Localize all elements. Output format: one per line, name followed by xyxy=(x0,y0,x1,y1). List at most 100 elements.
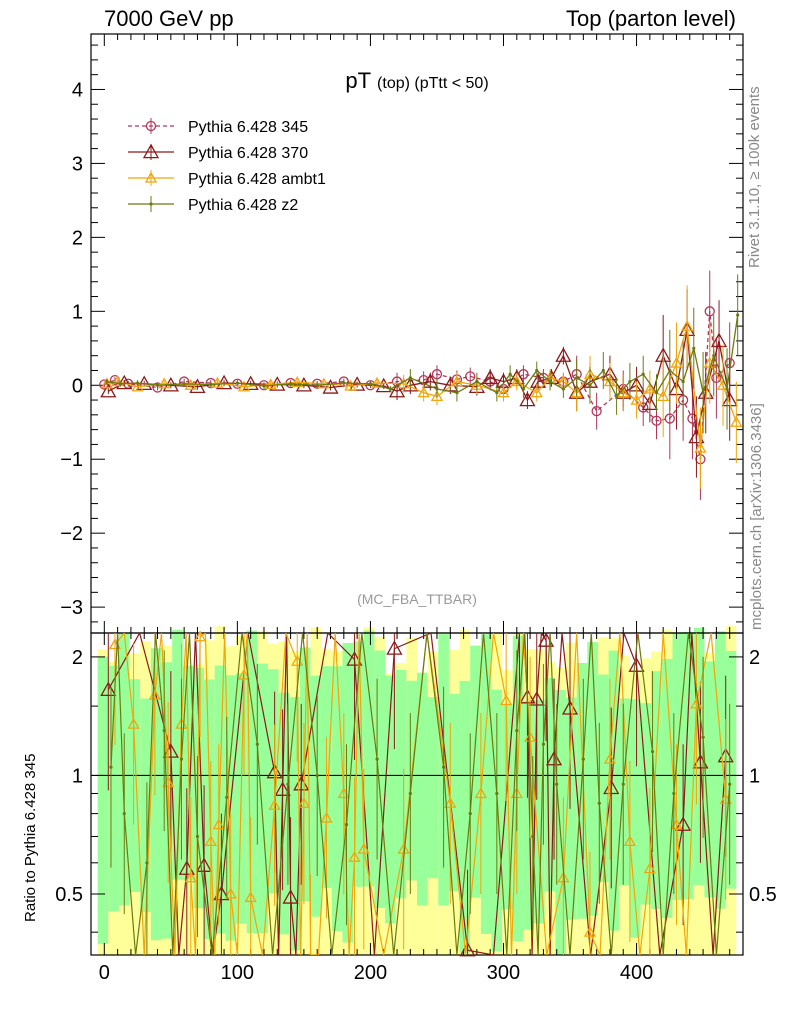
data-point xyxy=(455,391,459,395)
data-point xyxy=(643,382,656,394)
data-point xyxy=(135,381,140,385)
ratio-data-point xyxy=(515,728,519,733)
band-inner-bin xyxy=(427,697,439,879)
band-inner-bin xyxy=(470,645,481,898)
legend-label: Pythia 6.428 345 xyxy=(188,119,308,136)
ratio-series-pythia-6-428-z2 xyxy=(109,633,732,955)
x-tick-label: 100 xyxy=(221,962,254,984)
band-inner-bin xyxy=(715,631,726,909)
band-inner-bin xyxy=(374,650,386,908)
ratio-y-tick-label-right: 0.5 xyxy=(749,884,777,906)
data-point xyxy=(105,379,109,384)
data-point xyxy=(131,380,144,392)
band-inner-bin xyxy=(459,680,471,953)
ratio-data-point xyxy=(109,765,113,769)
data-point xyxy=(100,382,117,398)
ratio-data-point xyxy=(557,871,570,883)
data-point xyxy=(701,391,705,395)
ratio-data-point xyxy=(274,781,291,796)
band-inner-bin xyxy=(331,666,343,931)
analysis-name: (MC_FBA_TTBAR) xyxy=(357,591,477,607)
data-point xyxy=(242,375,259,391)
data-point xyxy=(535,368,539,373)
ratio-y-tick-label: 2 xyxy=(72,647,83,669)
data-point xyxy=(575,376,579,380)
band-inner-bin xyxy=(704,661,716,898)
ratio-data-point xyxy=(195,834,200,839)
data-point xyxy=(614,394,619,398)
legend: Pythia 6.428 345 Pythia 6.428 370 Pythia 6… xyxy=(128,118,326,214)
ratio-data-point xyxy=(690,697,703,709)
band-inner-bin xyxy=(353,641,364,887)
band-inner-bin xyxy=(278,692,290,935)
ratio-data-point xyxy=(643,862,656,874)
data-point xyxy=(182,382,186,386)
ratio-data-point xyxy=(204,835,217,847)
legend-label: Pythia 6.428 z2 xyxy=(188,197,298,214)
data-point xyxy=(638,402,649,413)
x-tick-label: 400 xyxy=(620,962,653,984)
ratio-data-point xyxy=(672,791,676,796)
band-inner-bin xyxy=(629,699,641,938)
ratio-data-point xyxy=(386,640,403,655)
band-inner-bin xyxy=(544,678,556,892)
ratio-data-point xyxy=(179,757,184,761)
data-point xyxy=(692,346,696,350)
data-point xyxy=(704,306,715,317)
data-point xyxy=(408,376,412,380)
data-point xyxy=(497,386,510,398)
data-point xyxy=(475,379,479,384)
ratio-data-point xyxy=(528,691,545,706)
data-point xyxy=(588,383,592,387)
data-point xyxy=(730,415,743,427)
data-point xyxy=(264,378,277,390)
band-inner-bin xyxy=(140,698,151,913)
ratio-data-point xyxy=(444,796,457,808)
ratio-data-point xyxy=(194,630,207,642)
band-inner-bin xyxy=(480,634,492,934)
band-inner-bin xyxy=(267,669,279,894)
band-inner-bin xyxy=(576,662,588,919)
data-point xyxy=(630,393,643,405)
ratio-data-point xyxy=(282,889,299,904)
band-inner-bin xyxy=(512,636,524,942)
band-inner-bin xyxy=(129,679,141,892)
data-point xyxy=(681,319,694,331)
ratio-data-point xyxy=(255,742,259,746)
data-point xyxy=(211,376,224,388)
ratio-data-point xyxy=(268,798,281,810)
series-pythia-6-428-ambt1 xyxy=(100,285,743,489)
data-point xyxy=(529,373,547,388)
data-point xyxy=(508,372,512,376)
data-point xyxy=(548,379,552,384)
ratio-data-point xyxy=(561,700,579,715)
data-point xyxy=(521,387,526,391)
data-point xyxy=(736,313,740,317)
ratio-data-point xyxy=(623,835,637,847)
data-point xyxy=(158,377,171,389)
ratio-data-point xyxy=(523,730,537,742)
series-pythia-6-428-z2 xyxy=(105,274,740,434)
band-inner-bin xyxy=(172,629,183,880)
band-inner-bin xyxy=(246,630,258,934)
band-inner-bin xyxy=(385,675,396,924)
ratio-data-point xyxy=(320,811,333,823)
data-point xyxy=(262,384,266,388)
data-point xyxy=(530,386,543,398)
data-point xyxy=(465,371,476,382)
band-inner-bin xyxy=(587,642,598,916)
band-inner-bin xyxy=(566,697,577,920)
band-inner-bin xyxy=(310,675,322,917)
data-point xyxy=(291,375,304,387)
ratio-data-point xyxy=(650,749,655,754)
data-point xyxy=(561,387,565,391)
legend-entry: Pythia 6.428 345 xyxy=(128,118,308,136)
ratio-data-point xyxy=(375,757,379,761)
ratio-data-point xyxy=(603,752,617,764)
data-point xyxy=(417,386,430,398)
ratio-data-point xyxy=(244,891,257,903)
ratio-y-tick-label: 1 xyxy=(72,765,83,787)
ratio-data-point xyxy=(212,818,225,830)
ratio-axis-label: Ratio to Pythia 6.428 345 xyxy=(22,753,39,922)
